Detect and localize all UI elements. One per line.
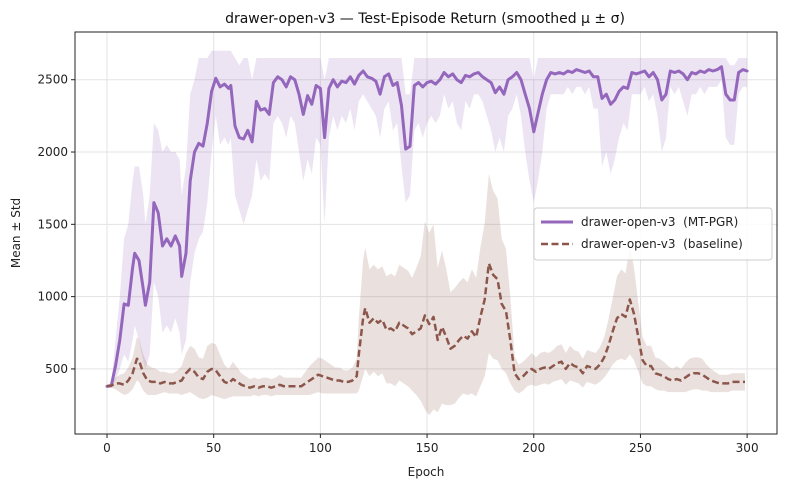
y-axis-label: Mean ± Std: [9, 198, 23, 268]
legend-label-mt-pgr: drawer-open-v3 (MT-PGR): [581, 215, 738, 229]
y-axis: 500 1000 1500 2000 2500: [37, 73, 75, 376]
series-line-baseline: [106, 262, 745, 389]
x-tick-label: 200: [522, 441, 545, 455]
x-tick-label: 150: [416, 441, 439, 455]
y-tick-label: 1500: [37, 217, 68, 231]
std-bands: [107, 50, 748, 416]
series-lines: [105, 65, 749, 389]
series-line-mt-pgr: [105, 65, 749, 388]
x-tick-label: 250: [629, 441, 652, 455]
x-tick-label: 100: [309, 441, 332, 455]
x-axis: 0 50 100 150 200 250 300: [103, 434, 759, 455]
legend-label-baseline: drawer-open-v3 (baseline): [581, 237, 743, 251]
chart-title: drawer-open-v3 — Test-Episode Return (sm…: [225, 11, 625, 27]
legend: drawer-open-v3 (MT-PGR) drawer-open-v3 (…: [533, 207, 773, 261]
x-tick-label: 300: [736, 441, 759, 455]
x-axis-label: Epoch: [408, 465, 445, 479]
y-tick-label: 2000: [37, 145, 68, 159]
legend-box: [533, 207, 773, 261]
y-tick-label: 2500: [37, 73, 68, 87]
y-tick-label: 1000: [37, 290, 68, 304]
x-tick-label: 0: [103, 441, 111, 455]
plot-frame: [74, 31, 778, 435]
std-band-baseline: [107, 173, 745, 416]
y-tick-label: 500: [45, 362, 68, 376]
x-tick-label: 50: [206, 441, 221, 455]
std-band-mt-pgr: [107, 50, 748, 388]
